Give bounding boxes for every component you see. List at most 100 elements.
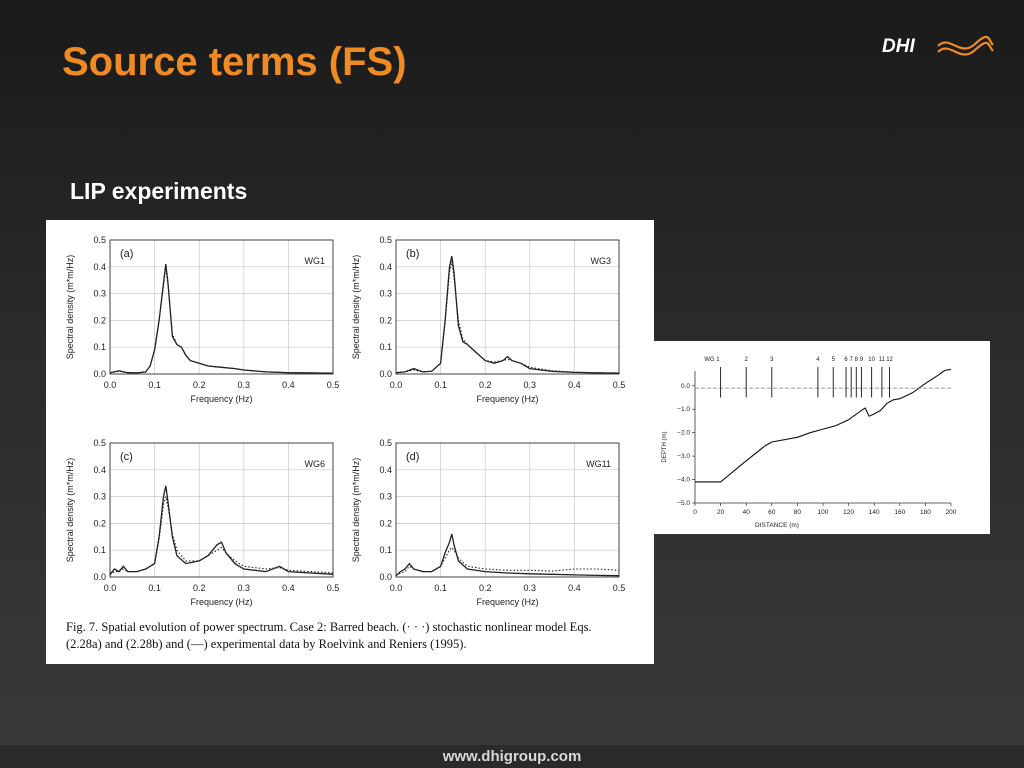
y-tick-label: 0.1 [93,545,106,555]
spectra-panels: 0.0 0.1 0.2 0.3 0.4 0.5 0.0 0.1 0.2 0.3 0.4 0.5 (a) W… [65,235,625,607]
station-label: WG6 [304,459,325,469]
y-axis-label: Spectral density (m*m/Hz) [351,255,361,360]
bathymetry-plot: 0 20 40 60 80 100 120 140 160 180 200 0.0 −1.0 −2.0 −3… [662,357,957,529]
x-tick-label: 0.5 [327,380,340,390]
bed-profile-line [695,368,952,483]
gauge-label: 2 [745,357,749,363]
panel-label: (b) [406,248,419,260]
gauge-label: 9 [860,357,864,363]
y-tick-label: 0.3 [379,492,392,502]
x-axis-label: Frequency (Hz) [190,394,252,404]
x-tick-label: 20 [717,509,725,516]
y-tick-label: 0.4 [379,262,392,272]
x-tick-label: 100 [818,509,829,516]
y-tick-label: 0.1 [379,342,392,352]
x-tick-label: 0.3 [238,583,251,593]
measured-spectrum-line [395,255,620,374]
x-tick-label: 0.0 [104,380,117,390]
gauge-label: 11 [879,357,886,363]
x-tick-label: 0.3 [524,380,537,390]
spectrum-panel-4: 0.0 0.1 0.2 0.3 0.4 0.5 0.0 0.1 0.2 0.3 0.4 0.5 (d) W… [351,438,625,607]
caption-line-2: (2.28a) and (2.28b) and (—) experimental… [66,637,467,651]
y-axis-label: Spectral density (m*m/Hz) [351,458,361,563]
plot-frame [109,239,334,375]
slide-subtitle: LIP experiments [70,178,248,204]
x-tick-label: 0.1 [434,583,447,593]
measured-spectrum-line [395,533,620,577]
y-tick-label: −3.0 [677,453,690,460]
x-tick-label: 140 [869,509,880,516]
x-tick-label: 0.2 [193,583,206,593]
y-tick-label: 0.2 [93,518,106,528]
footer-url: www.dhigroup.com [442,748,582,765]
gauge-label: 4 [816,357,820,363]
x-tick-label: 0.4 [282,380,295,390]
measured-spectrum-line [109,264,334,374]
x-tick-label: 0.1 [434,380,447,390]
figure-caption: Fig. 7. Spatial evolution of power spect… [66,619,636,653]
x-axis-label: DISTANCE (m) [755,522,799,529]
y-tick-label: −1.0 [677,406,690,413]
x-tick-label: 0.0 [390,583,403,593]
x-axis-label: Frequency (Hz) [476,394,538,404]
x-tick-label: 0.4 [568,583,581,593]
panel-label: (d) [406,451,419,463]
y-axis-label: DEPTH (m) [662,432,668,463]
plot-frame [395,442,620,578]
x-tick-label: 0.2 [193,380,206,390]
x-axis-label: Frequency (Hz) [190,597,252,607]
x-tick-label: 0.5 [613,380,626,390]
footer-bar: www.dhigroup.com [0,745,1024,768]
bathymetry-panel: 0 20 40 60 80 100 120 140 160 180 200 0.0 −1.0 −2.0 −3… [662,357,957,529]
gauge-label: 8 [855,357,859,363]
gauge-label: 5 [832,357,836,363]
measured-spectrum-line [109,485,334,575]
y-tick-label: 0.2 [379,518,392,528]
y-tick-label: 0.0 [93,572,106,582]
spectrum-panel-1: 0.0 0.1 0.2 0.3 0.4 0.5 0.0 0.1 0.2 0.3 0.4 0.5 (a) W… [65,235,339,404]
x-tick-label: 160 [894,509,905,516]
panel-label: (c) [120,451,133,463]
x-tick-label: 0.2 [479,583,492,593]
gauge-label: WG 1 [704,357,720,363]
y-tick-label: 0.5 [93,438,106,448]
spectrum-panel-3: 0.0 0.1 0.2 0.3 0.4 0.5 0.0 0.1 0.2 0.3 0.4 0.5 (c) W… [65,438,339,607]
y-tick-label: 0.5 [379,438,392,448]
x-tick-label: 0.3 [238,380,251,390]
x-tick-label: 0 [693,509,697,516]
y-tick-label: 0.0 [379,369,392,379]
y-tick-label: 0.3 [93,289,106,299]
gauge-label: 7 [849,357,853,363]
plot-frame [109,442,334,578]
station-label: WG3 [590,256,611,266]
y-tick-label: 0.2 [93,315,106,325]
x-tick-label: 80 [794,509,802,516]
gauge-label: 12 [886,357,893,363]
y-tick-label: 0.3 [379,289,392,299]
x-axis-label: Frequency (Hz) [476,597,538,607]
y-tick-label: 0.4 [93,262,106,272]
x-tick-label: 40 [743,509,751,516]
y-tick-label: 0.0 [379,572,392,582]
y-tick-label: 0.4 [379,465,392,475]
logo-text: DHI [882,36,915,57]
gauge-label: 10 [868,357,875,363]
x-tick-label: 60 [768,509,776,516]
model-spectrum-line [109,266,334,374]
y-tick-label: 0.0 [681,383,690,390]
x-tick-label: 0.5 [613,583,626,593]
model-spectrum-line [395,546,620,577]
slide-title: Source terms (FS) [62,40,407,84]
x-tick-label: 0.0 [390,380,403,390]
y-tick-label: −2.0 [677,430,690,437]
y-tick-label: 0.3 [93,492,106,502]
y-tick-label: 0.2 [379,315,392,325]
panel-label: (a) [120,248,133,260]
x-tick-label: 0.1 [148,380,161,390]
x-tick-label: 0.0 [104,583,117,593]
x-tick-label: 0.2 [479,380,492,390]
x-tick-label: 0.5 [327,583,340,593]
spectrum-panel-2: 0.0 0.1 0.2 0.3 0.4 0.5 0.0 0.1 0.2 0.3 0.4 0.5 (b) W… [351,235,625,404]
y-tick-label: 0.4 [93,465,106,475]
x-tick-label: 200 [946,509,957,516]
